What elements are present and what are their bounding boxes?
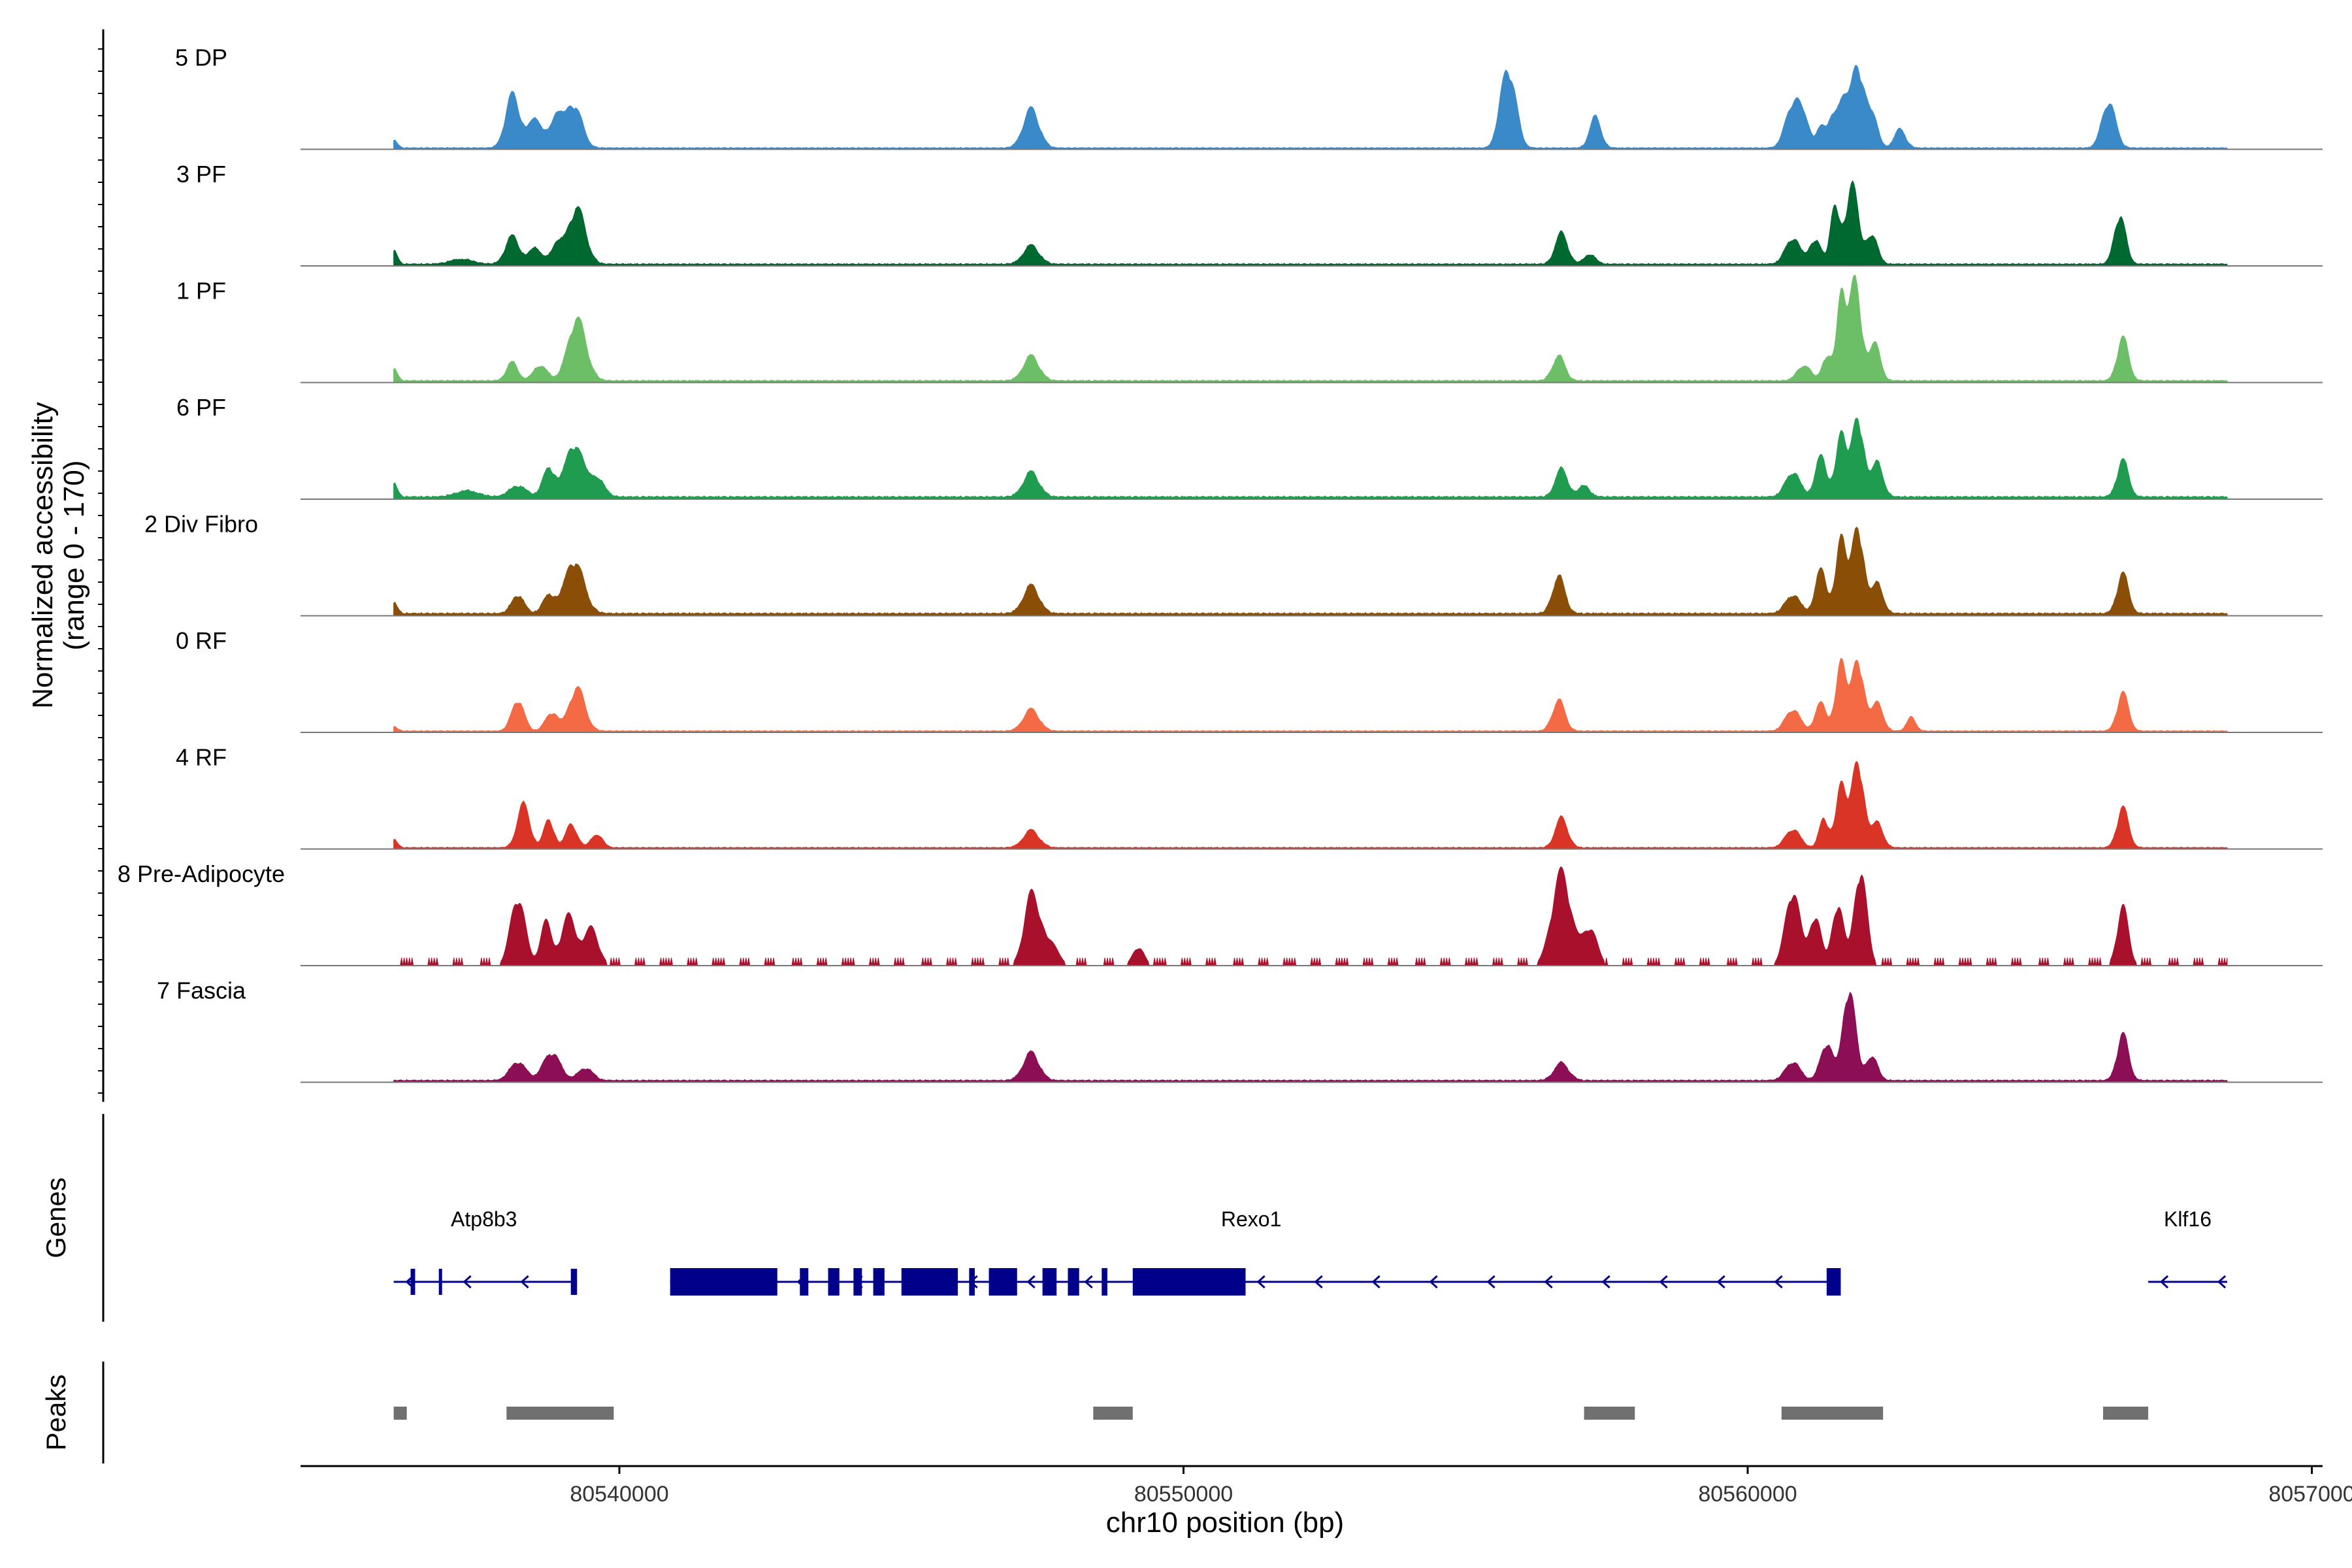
strand-arrow [1371,1275,1380,1289]
peak [393,1407,407,1420]
track-label: 3 PF [176,161,226,188]
gene-label: Atp8b3 [451,1207,517,1231]
coverage-area [393,527,2228,616]
track-label: 6 PF [176,394,226,421]
peak [1781,1407,1884,1420]
gene-label: Rexo1 [1221,1207,1282,1231]
strand-arrow [1544,1275,1553,1289]
peaks-axis-label: Peaks [41,1375,71,1451]
strand-arrow [2159,1275,2169,1289]
y-axis-title-line1: Normalized accessibility [27,402,59,708]
track-label: 0 RF [176,627,227,654]
track-1-pf: 1 PF [176,274,2323,384]
exon [438,1269,442,1295]
coverage-area [393,866,2228,966]
track-label: 2 Div Fibro [144,511,258,538]
strand-arrow [1716,1275,1725,1289]
genes-axis-label: Genes [41,1177,71,1258]
track-2-div-fibro: 2 Div Fibro [144,511,2323,617]
track-5-dp: 5 DP [175,44,2323,150]
exon [1042,1268,1057,1296]
strand-arrow [1601,1275,1610,1289]
exon [828,1268,840,1296]
track-label: 8 Pre-Adipocyte [118,860,285,887]
x-tick-label: 80540000 [570,1482,668,1507]
coverage-area [393,274,2228,383]
gene-label: Klf16 [2164,1207,2212,1231]
exon [800,1268,809,1296]
strand-arrow [1486,1275,1495,1289]
gene-atp8b3: Atp8b3 [393,1207,578,1295]
y-axis-title-line2: (range 0 - 170) [58,460,90,650]
x-axis-title: chr10 position (bp) [1106,1507,1344,1539]
peak [1584,1407,1635,1420]
strand-arrow [1256,1275,1266,1289]
exon [988,1268,1017,1296]
exon [853,1268,862,1296]
coverage-area [393,991,2228,1083]
track-label: 1 PF [176,278,226,304]
x-axis: 80540000 80550000 80560000 8057000 [301,1465,2352,1507]
gene-rexo1: Rexo1 [670,1207,1841,1296]
x-tick-label: 80560000 [1698,1482,1797,1507]
coverage-tracks: 5 DP 3 PF 1 PF 6 PF 2 Div Fibro 0 RF 4 RF 8 Pre… [118,44,2323,1083]
coverage-area [393,65,2228,150]
track-7-fascia: 7 Fascia [157,977,2323,1083]
exon [570,1269,578,1295]
peak [506,1407,614,1420]
exon [873,1268,885,1296]
strand-arrow [1314,1275,1323,1289]
track-label: 4 RF [176,744,227,771]
strand-arrow [1659,1275,1668,1289]
coverage-area [393,658,2228,733]
exon [1102,1268,1107,1296]
coverage-area [393,180,2228,267]
strand-arrow [1084,1275,1093,1289]
strand-arrow [1026,1275,1036,1289]
peak [2103,1407,2149,1420]
exon [410,1269,416,1295]
peak-track [393,1407,2149,1420]
gene-track: Atp8b3 Rexo1 Klf16 [393,1207,2227,1296]
strand-arrow [463,1275,472,1289]
exon [1068,1268,1079,1296]
track-label: 5 DP [175,44,227,71]
x-tick-label: 80550000 [1134,1482,1233,1507]
track-4-rf: 4 RF [176,744,2323,850]
peak [1093,1407,1133,1420]
strand-arrow [520,1275,529,1289]
track-3-pf: 3 PF [176,161,2323,267]
gene-klf16: Klf16 [2148,1207,2227,1289]
strand-arrow [1774,1275,1783,1289]
x-tick-label: 8057000 [2268,1482,2352,1507]
exon [670,1268,777,1296]
track-8-pre-adipocyte: 8 Pre-Adipocyte [118,860,2323,966]
y-axis [98,29,105,1102]
y-axis-title: Normalized accessibility (range 0 - 170) [27,402,90,708]
exon [1132,1268,1246,1296]
coverage-area [393,417,2228,500]
strand-arrow [2217,1275,2227,1289]
track-0-rf: 0 RF [176,627,2323,733]
exon [969,1268,975,1296]
track-label: 7 Fascia [157,977,246,1004]
exon [1826,1268,1841,1296]
track-6-pf: 6 PF [176,394,2323,500]
strand-arrow [1429,1275,1438,1289]
exon [901,1268,958,1296]
coverage-area [393,760,2228,849]
